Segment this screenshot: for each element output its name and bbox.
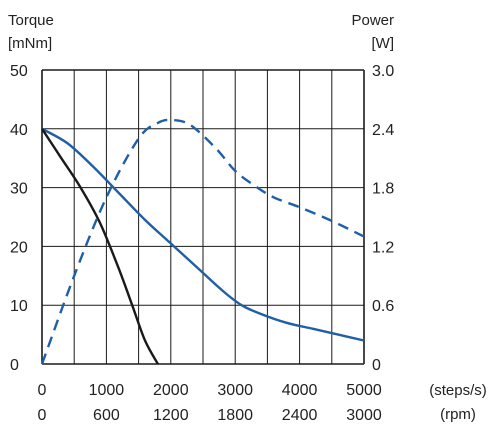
y-left-tick-label: 20 [10,239,28,256]
chart-series [40,118,365,365]
x-primary-tick-label: 5000 [346,382,382,399]
x-secondary-tick-label: 3000 [346,407,382,424]
x-secondary-tick-label: 1800 [217,407,253,424]
y-right-tick-label: 1.2 [372,239,394,256]
series-line-3 [40,118,365,365]
right-axis-unit: [W] [372,35,395,52]
chart-ticks: 0 10 20 30 40 50 0 0.6 1.2 1.8 2.4 3.0 0 1000 2000 3000… [10,63,394,424]
y-left-tick-label: 10 [10,298,28,315]
x-secondary-tick-label: 0 [38,407,47,424]
x-primary-tick-label: 4000 [282,382,318,399]
right-axis-label: Power [351,12,394,29]
left-axis-label: Torque [8,12,54,29]
x-secondary-tick-label: 600 [93,407,120,424]
x-primary-tick-label: 1000 [89,382,125,399]
x-primary-tick-label: 0 [38,382,47,399]
chart-labels: Torque [mNm] Power [W] (steps/s) (rpm) [8,12,487,423]
y-right-tick-label: 3.0 [372,63,394,80]
y-left-tick-label: 30 [10,181,28,198]
chart-grid [41,69,365,365]
series-line-1 [41,127,365,342]
x-secondary-unit: (rpm) [440,406,476,423]
y-left-tick-label: 0 [10,357,19,374]
y-right-tick-label: 0 [372,357,381,374]
x-primary-tick-label: 3000 [217,382,253,399]
x-primary-tick-label: 2000 [153,382,189,399]
series-line-2 [40,128,159,365]
left-axis-unit: [mNm] [8,35,52,52]
x-secondary-tick-label: 2400 [282,407,318,424]
y-left-tick-label: 40 [10,122,28,139]
x-secondary-tick-label: 1200 [153,407,189,424]
y-right-tick-label: 0.6 [372,298,394,315]
y-right-tick-label: 2.4 [372,122,394,139]
x-primary-unit: (steps/s) [429,382,487,399]
y-left-tick-label: 50 [10,63,28,80]
y-right-tick-label: 1.8 [372,181,394,198]
